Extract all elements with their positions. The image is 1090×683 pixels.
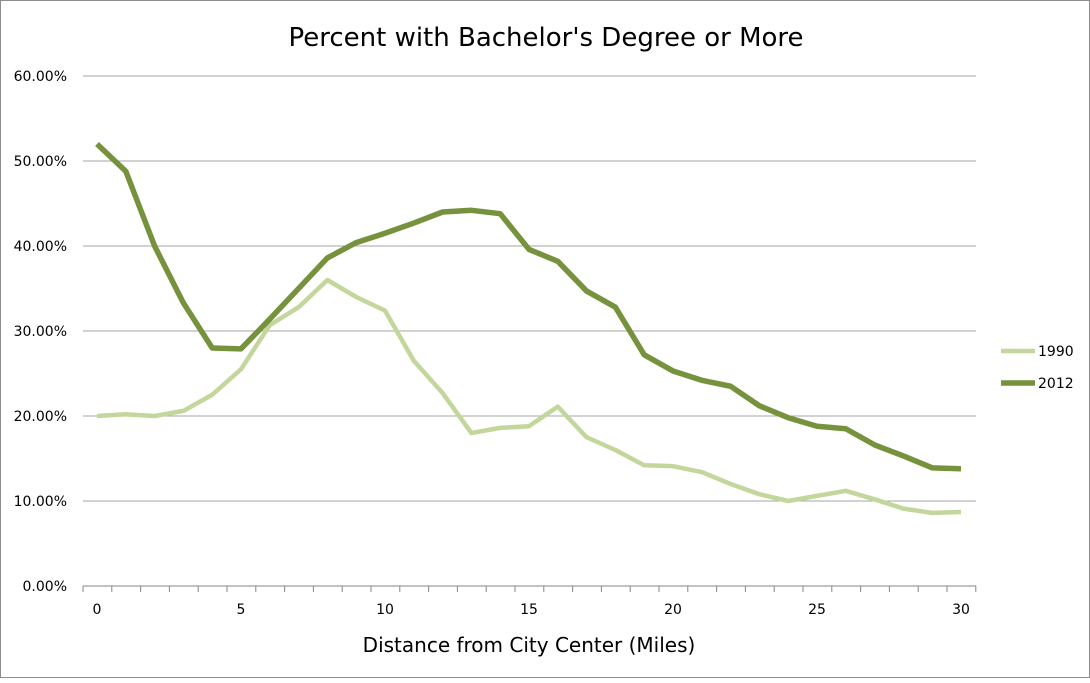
y-tick-label: 10.00% <box>14 494 67 510</box>
gridlines <box>83 76 976 501</box>
legend-label: 1990 <box>1038 344 1074 360</box>
y-tick-label: 40.00% <box>14 239 67 255</box>
chart-title: Percent with Bachelor's Degree or More <box>288 23 803 53</box>
x-tick-label: 25 <box>808 602 826 618</box>
x-axis: 0 5 10 15 20 25 30 <box>83 586 976 618</box>
legend: 1990 2012 <box>1001 344 1074 392</box>
series-line-2012 <box>97 144 961 469</box>
x-tick-label: 30 <box>952 602 970 618</box>
y-tick-label: 60.00% <box>14 69 67 85</box>
y-tick-label: 30.00% <box>14 324 67 340</box>
x-tick-label: 0 <box>93 602 102 618</box>
x-tick-label: 15 <box>520 602 538 618</box>
x-tick-label: 5 <box>237 602 246 618</box>
y-tick-label: 50.00% <box>14 154 67 170</box>
legend-label: 2012 <box>1038 376 1074 392</box>
x-tick-label: 20 <box>664 602 682 618</box>
x-tick-label: 10 <box>376 602 394 618</box>
x-axis-label: Distance from City Center (Miles) <box>363 633 696 657</box>
y-tick-label: 20.00% <box>14 409 67 425</box>
y-axis-ticks: 0.00% 10.00% 20.00% 30.00% 40.00% 50.00% 60.00… <box>14 69 67 595</box>
series-lines <box>97 144 961 513</box>
y-tick-label: 0.00% <box>23 579 67 595</box>
series-line-1990 <box>97 280 961 513</box>
